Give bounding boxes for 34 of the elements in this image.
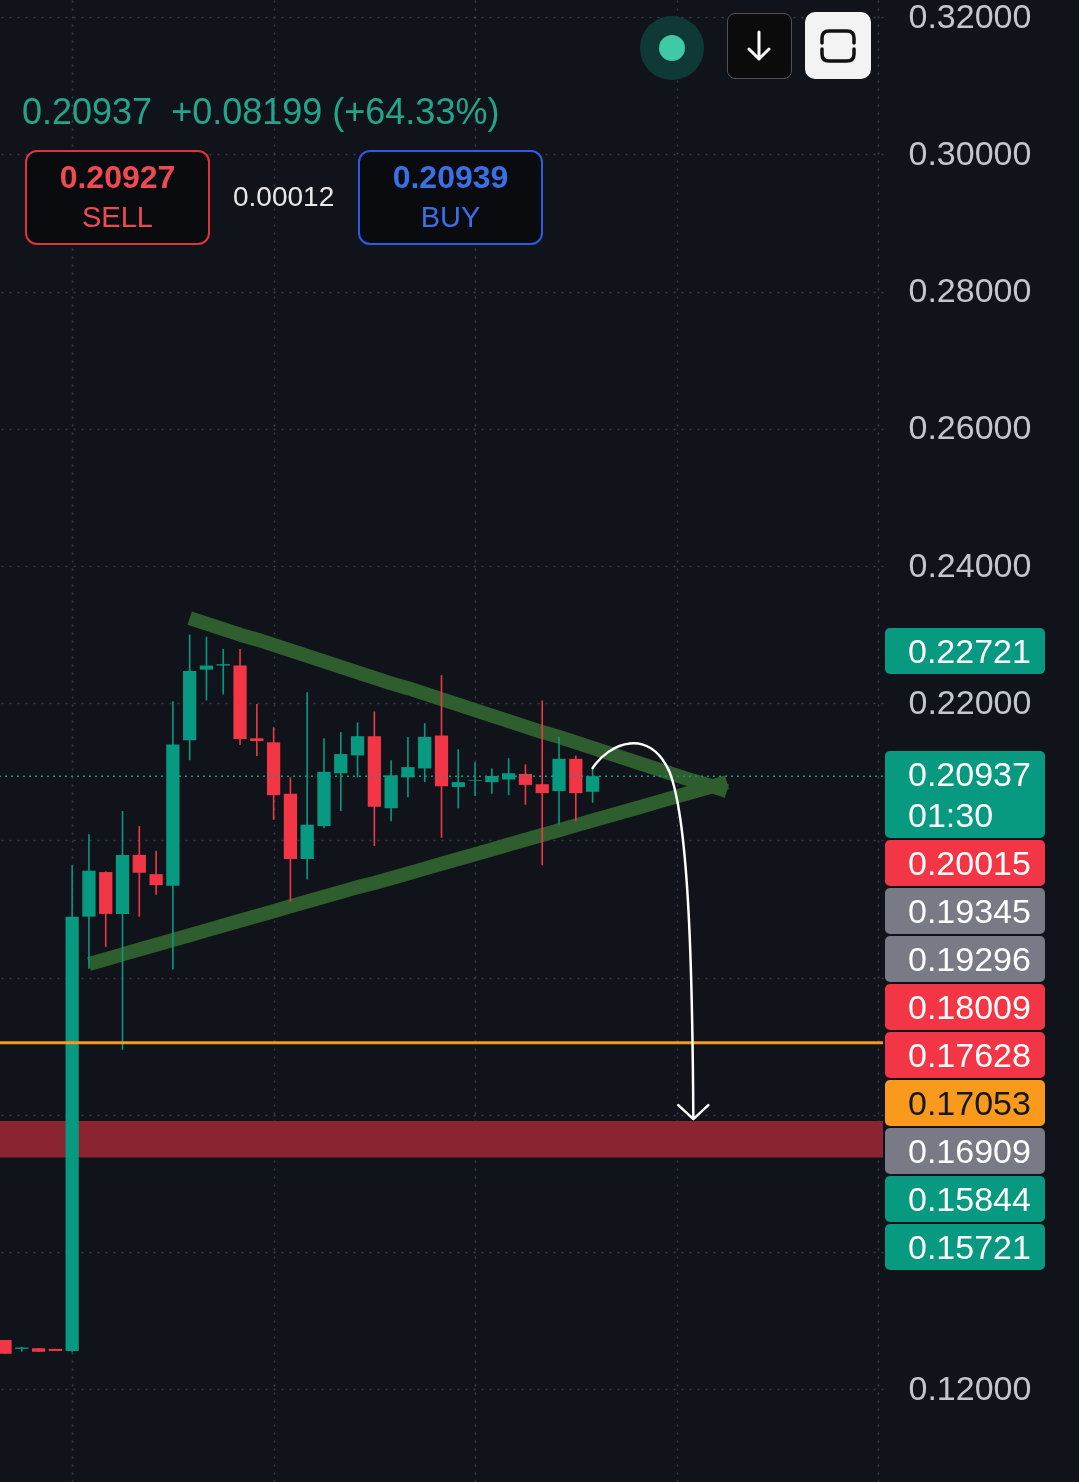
candlestick [250, 703, 264, 757]
annotation: 0.00012 [233, 180, 335, 214]
candlestick [518, 763, 533, 806]
y-tick-label: 0.12000 [908, 1368, 1032, 1407]
annotation: SELL [82, 201, 153, 233]
y-tick-label: 0.30000 [908, 133, 1032, 172]
y-tick-label: 0.28000 [908, 271, 1032, 310]
candlestick [199, 635, 214, 702]
price-tag: 0.20015 [885, 840, 1045, 886]
price-tag: 0.15844 [885, 1176, 1045, 1222]
annotation: 0.20927 [59, 159, 176, 195]
price-tag: 0.19345 [885, 888, 1045, 934]
price-tag: 0.16909 [885, 1128, 1045, 1174]
price-tag: 0.20937 01:30 [885, 751, 1045, 838]
candlestick [149, 849, 163, 896]
y-tick-label: 0.24000 [908, 545, 1032, 584]
buy-button: 0.20939 BUY [358, 150, 543, 245]
annotation: +0.08199 (+64.33%) [171, 91, 500, 132]
sell-button: 0.20927 SELL [25, 150, 210, 245]
price-tag: 0.19296 [885, 936, 1045, 982]
candlestick [535, 699, 549, 866]
price-tag: 0.17053 [885, 1080, 1045, 1126]
candlestick [132, 825, 146, 918]
y-tick-label: 0.22000 [908, 682, 1032, 721]
price-tag: 0.18009 [885, 984, 1045, 1030]
price-tag: 0.22721 [885, 628, 1045, 674]
candlestick [216, 648, 230, 696]
annotation: 0.20937 [22, 91, 153, 132]
y-tick-label: 0.32000 [908, 0, 1032, 35]
price-tag: 0.15721 [885, 1224, 1045, 1270]
annotation: BUY [420, 201, 481, 233]
y-tick-label: 0.26000 [908, 408, 1032, 447]
price-tag: 0.17628 [885, 1032, 1045, 1078]
annotation: 0.20939 [392, 159, 509, 195]
